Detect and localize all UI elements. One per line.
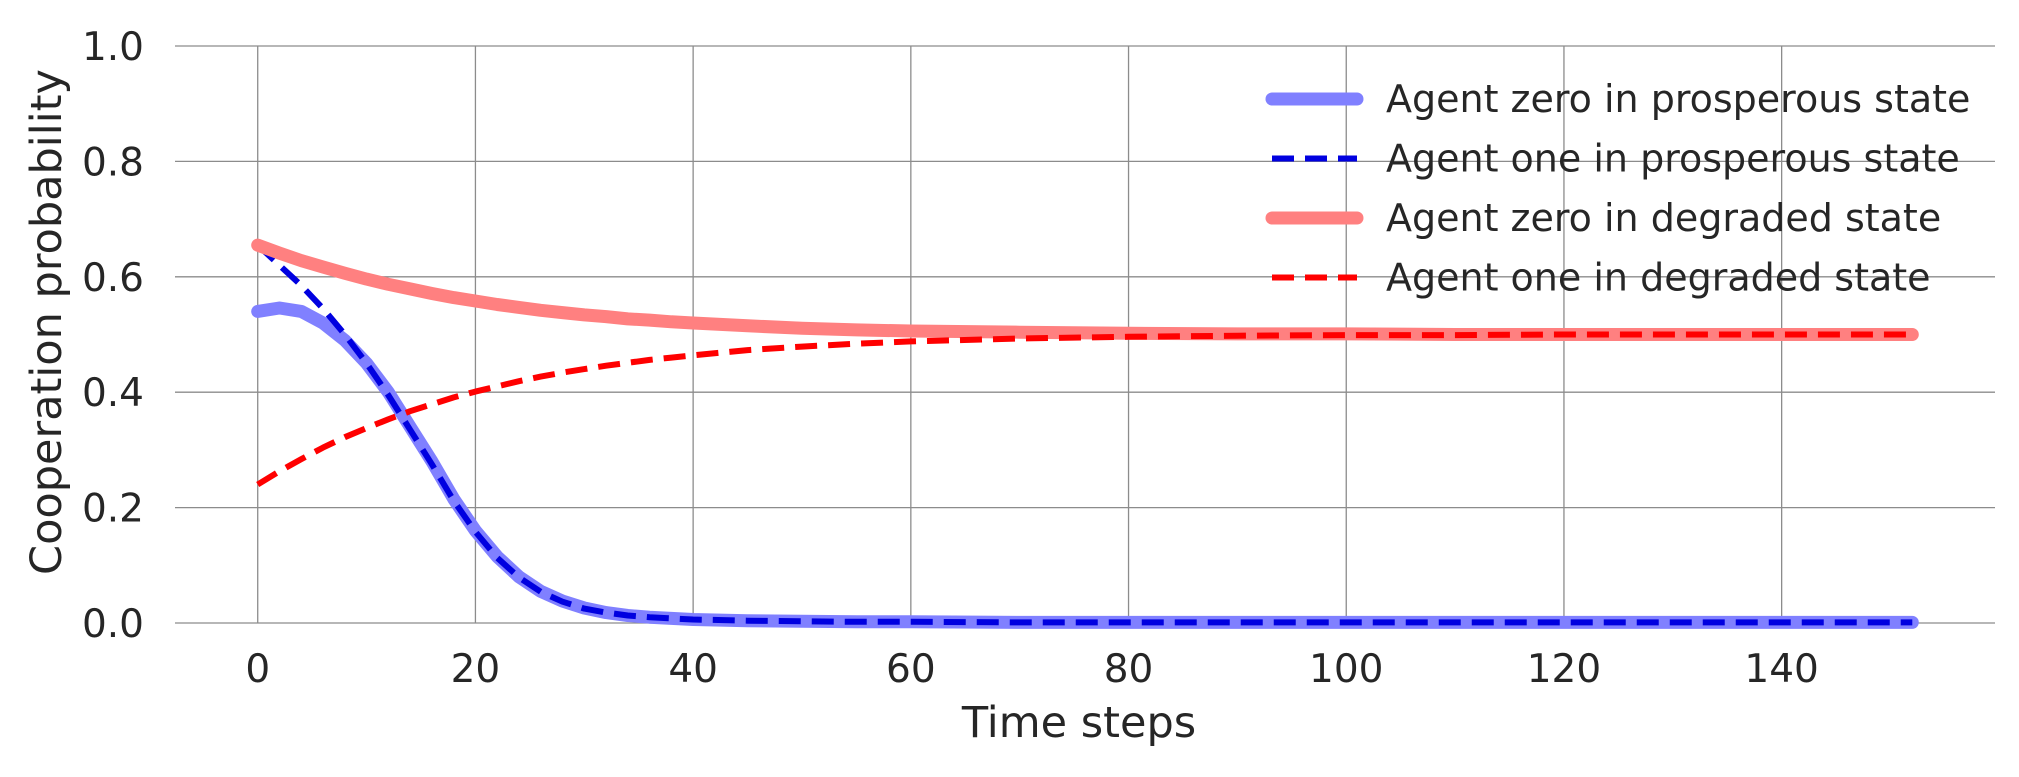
y-tick-label: 0.6 bbox=[82, 256, 144, 301]
x-tick-label: 0 bbox=[245, 647, 270, 692]
x-tick-label: 120 bbox=[1527, 647, 1601, 692]
legend-label-2: Agent zero in degraded state bbox=[1386, 196, 1941, 240]
series-lines bbox=[251, 238, 1919, 629]
x-tick-label: 40 bbox=[668, 647, 718, 692]
series-line-1 bbox=[255, 242, 1913, 626]
x-tick-label: 100 bbox=[1309, 647, 1383, 692]
legend-label-0: Agent zero in prosperous state bbox=[1386, 77, 1970, 121]
x-axis-ticks: 0 20 40 60 80 100 120 140 bbox=[245, 647, 1819, 692]
y-axis-ticks: 0.0 0.2 0.4 0.6 0.8 1.0 bbox=[82, 25, 144, 647]
legend-label-1: Agent one in prosperous state bbox=[1386, 137, 1960, 181]
y-axis-label: Cooperation probability bbox=[22, 69, 72, 575]
x-tick-label: 80 bbox=[1104, 647, 1154, 692]
y-tick-label: 0.0 bbox=[82, 602, 144, 647]
y-tick-label: 1.0 bbox=[82, 25, 144, 70]
x-tick-label: 60 bbox=[886, 647, 936, 692]
series-line-0 bbox=[251, 301, 1919, 629]
series-line-3 bbox=[256, 331, 1913, 488]
legend: Agent zero in prosperous state Agent one … bbox=[1265, 77, 1970, 300]
y-tick-label: 0.4 bbox=[82, 371, 144, 416]
x-tick-label: 20 bbox=[451, 647, 501, 692]
x-tick-label: 140 bbox=[1744, 647, 1818, 692]
x-axis-label: Time steps bbox=[961, 698, 1196, 748]
y-tick-label: 0.8 bbox=[82, 140, 144, 185]
legend-label-3: Agent one in degraded state bbox=[1386, 256, 1931, 300]
y-tick-label: 0.2 bbox=[82, 487, 144, 532]
